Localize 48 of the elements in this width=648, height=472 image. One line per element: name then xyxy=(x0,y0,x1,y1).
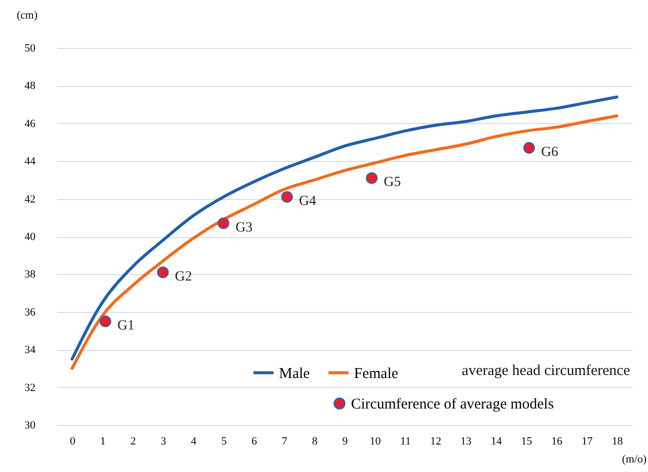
data-label: G2 xyxy=(174,269,192,284)
data-label: G6 xyxy=(541,144,558,160)
data-label: G3 xyxy=(235,220,253,236)
x-tick-label: 3 xyxy=(160,436,167,448)
y-tick-label: 36 xyxy=(24,306,36,318)
data-label: G1 xyxy=(117,318,135,334)
point xyxy=(281,191,293,203)
x-tick-label: 14 xyxy=(490,436,502,448)
y-tick-label: 44 xyxy=(24,156,36,168)
x-tick-label: 18 xyxy=(612,436,624,448)
x-tick-label: 15 xyxy=(521,436,533,448)
x-tick-label: 6 xyxy=(251,436,258,448)
legend-label: Circumference of average models xyxy=(351,396,554,412)
y-axis-title: (cm) xyxy=(16,10,38,22)
annotation: average head circumference xyxy=(462,363,630,379)
legend-label: Female xyxy=(354,366,398,382)
x-tick-label: 8 xyxy=(312,436,318,448)
x-axis-title: (m/o) xyxy=(622,454,647,466)
point xyxy=(157,266,169,278)
y-tick-label: 48 xyxy=(24,80,36,92)
x-tick-label: 4 xyxy=(190,436,197,448)
legend-label: Male xyxy=(279,366,310,382)
y-tick-label: 50 xyxy=(24,42,36,54)
x-tick-label: 12 xyxy=(430,436,442,448)
y-tick-label: 34 xyxy=(24,344,36,356)
x-tick-label: 13 xyxy=(460,436,472,448)
y-tick-label: 32 xyxy=(24,382,36,394)
y-tick-label: 46 xyxy=(24,118,36,130)
data-label: G5 xyxy=(384,175,401,190)
x-tick-label: 17 xyxy=(582,436,594,448)
x-tick-label: 1 xyxy=(100,436,106,448)
x-tick-label: 0 xyxy=(70,436,76,448)
point xyxy=(218,217,230,230)
x-tick-label: 2 xyxy=(130,436,136,448)
point xyxy=(100,315,112,328)
y-tick-label: 30 xyxy=(24,420,36,432)
y-tick-label: 38 xyxy=(24,268,36,281)
y-tick-label: 40 xyxy=(24,231,36,243)
x-tick-label: 16 xyxy=(551,436,563,448)
point xyxy=(523,142,535,154)
x-tick-label: 7 xyxy=(282,436,288,448)
y-tick-label: 42 xyxy=(24,193,36,206)
x-tick-label: 5 xyxy=(221,436,228,448)
x-tick-label: 11 xyxy=(400,436,411,448)
point xyxy=(366,172,378,184)
x-tick-label: 9 xyxy=(342,436,348,448)
x-tick-label: 10 xyxy=(370,436,382,448)
data-label: G4 xyxy=(299,194,316,209)
